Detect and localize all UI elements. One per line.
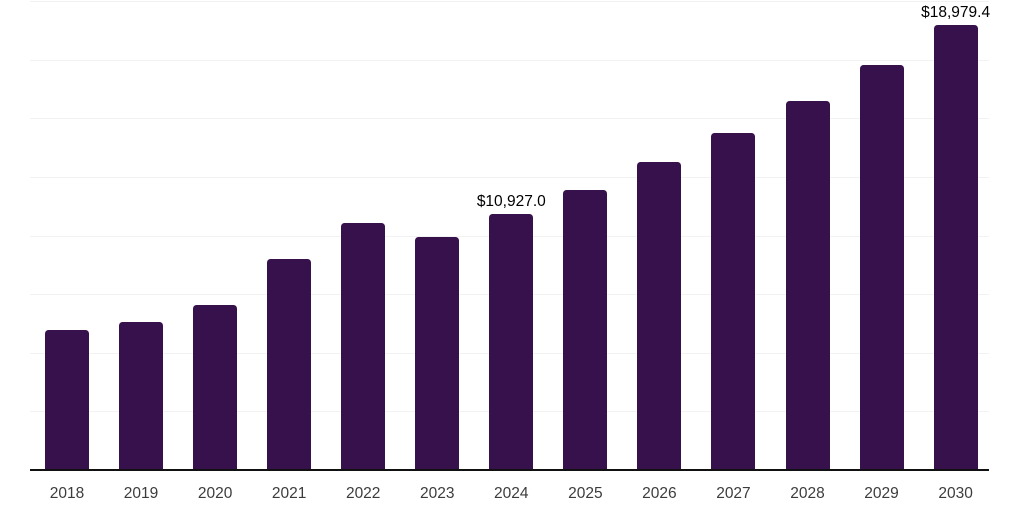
x-tick-2018: 2018 — [49, 485, 85, 502]
data-label-2030: $18,979.4 — [921, 3, 991, 21]
bar-2030 — [933, 24, 978, 470]
x-tick-2024: 2024 — [494, 485, 529, 502]
x-axis-line — [30, 469, 989, 471]
gridline-17500 — [30, 59, 989, 61]
x-tick-2027: 2027 — [716, 485, 751, 502]
bar-2021 — [267, 259, 312, 470]
bar-2028 — [785, 100, 830, 470]
x-tick-2026: 2026 — [642, 485, 677, 502]
gridline-12500 — [30, 176, 989, 178]
data-label-2024: $10,927.0 — [476, 192, 546, 210]
x-tick-2030: 2030 — [938, 485, 973, 502]
gridline-20000 — [30, 1, 989, 2]
x-tick-2022: 2022 — [345, 485, 381, 502]
x-tick-2023: 2023 — [420, 485, 455, 502]
bar-2026 — [637, 161, 682, 470]
bar-2018 — [45, 330, 89, 470]
x-tick-2025: 2025 — [568, 485, 603, 502]
x-tick-2020: 2020 — [197, 485, 233, 502]
bar-2019 — [119, 322, 164, 470]
bar-2027 — [711, 132, 756, 470]
x-tick-2021: 2021 — [271, 485, 307, 502]
bar-2023 — [415, 236, 460, 470]
x-tick-2029: 2029 — [864, 485, 899, 502]
gridline-15000 — [30, 118, 989, 120]
bar-2020 — [193, 305, 238, 470]
x-tick-2019: 2019 — [123, 485, 159, 502]
bar-2022 — [341, 223, 386, 470]
bar-2029 — [859, 64, 904, 470]
bar-2024 — [489, 213, 534, 470]
bar-2025 — [563, 189, 608, 470]
x-tick-2028: 2028 — [790, 485, 825, 502]
